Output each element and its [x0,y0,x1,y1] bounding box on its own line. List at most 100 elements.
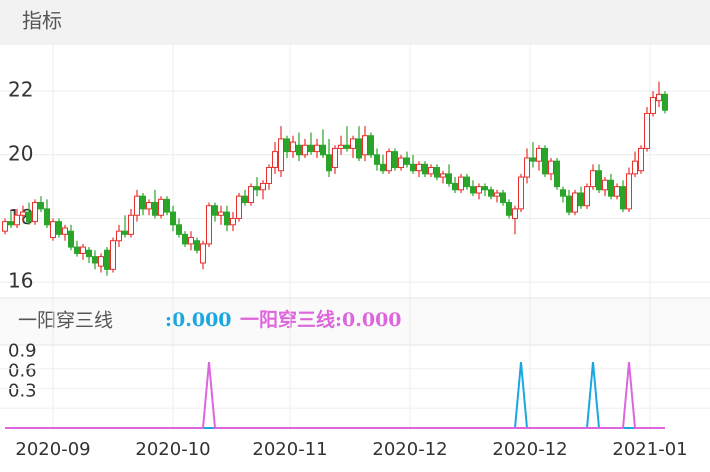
candle-body [446,173,452,184]
candle-body [608,179,614,197]
candle-body [146,202,152,210]
candle-body [356,138,362,159]
candle-body [242,195,248,204]
candle-body [176,224,182,235]
candle-body [404,157,410,165]
candle-body [116,230,122,242]
candle-body [494,192,500,197]
candle-body [626,173,632,210]
candle-body [170,211,176,226]
candle-body [548,160,554,175]
candle-body [236,195,242,219]
candle-body [38,202,44,210]
candle-body [122,230,128,235]
candle-body [50,221,56,239]
candle-body [74,246,80,254]
candle-body [656,93,662,102]
candle-body [134,195,140,216]
indicator-line [5,362,665,430]
y-tick-label: 0.9 [8,341,37,362]
candle-body [560,189,566,197]
candle-body [248,186,254,204]
candle-body [254,186,260,191]
candle-body [620,186,626,210]
candle-body [32,202,38,223]
candle-body [320,144,326,156]
x-tick-label: 2020-12 [372,439,447,460]
candle-body [332,147,338,169]
candle-body [98,256,104,267]
candle-body [530,157,536,162]
candle-body [650,97,656,114]
candle-body [224,211,230,226]
candle-body [350,138,356,149]
indicator-line [5,362,665,430]
candle-body [278,138,284,172]
header-title: 指标 [22,9,62,33]
y-tick-label: 0.3 [8,380,37,401]
candle-body [158,198,164,216]
x-tick-label: 2020-11 [252,439,327,460]
candle-body [482,186,488,191]
x-tick-label: 2020-12 [492,439,567,460]
y-tick-label: 16 [8,269,33,293]
candle-body [20,211,26,216]
candle-body [398,157,404,169]
x-tick-label: 2021-01 [612,439,687,460]
indicator-title: 一阳穿三线 [18,310,113,332]
candle-body [590,170,596,188]
candle-body [512,208,518,219]
indicator-value: :0.000 [165,309,232,331]
candle-body [140,195,146,210]
candle-body [182,233,188,245]
candle-body [440,173,446,178]
candle-body [314,144,320,153]
candle-body [218,211,224,216]
candle-body [374,154,380,165]
candle-body [8,221,14,226]
candle-body [428,167,434,175]
candle-body [392,151,398,169]
candle-body [416,163,422,172]
candle-body [422,163,428,175]
candle-body [338,144,344,149]
candle-body [464,176,470,188]
candle-body [230,217,236,226]
candle-body [638,147,644,172]
candle-body [308,144,314,153]
candle-body [386,151,392,172]
candle-body [2,221,8,232]
candle-body [290,141,296,153]
candle-body [266,167,272,184]
candle-body [614,186,620,197]
candle-body [296,144,302,156]
indicator-value: 一阳穿三线:0.000 [240,308,402,331]
candle-body [110,240,116,270]
y-tick-label: 20 [8,141,33,165]
candle-body [470,186,476,194]
candle-body [272,151,278,169]
candle-body [86,249,92,258]
candle-body [536,147,542,162]
candle-body [344,144,350,149]
candle-body [572,192,578,213]
candle-body [206,205,212,245]
candle-body [44,208,50,226]
candle-body [194,240,200,251]
candle-body [458,176,464,191]
candle-body [566,195,572,213]
candle-body [92,256,98,264]
candle-body [500,192,506,204]
y-tick-label: 22 [8,78,33,102]
candle-body [518,176,524,210]
candle-body [632,160,638,175]
candle-body [488,189,494,197]
candle-body [212,205,218,216]
candle-body [188,237,194,245]
candle-body [164,198,170,213]
candle-body [476,186,482,194]
candle-body [362,135,368,156]
candle-body [26,211,32,223]
header-bar [0,0,710,45]
